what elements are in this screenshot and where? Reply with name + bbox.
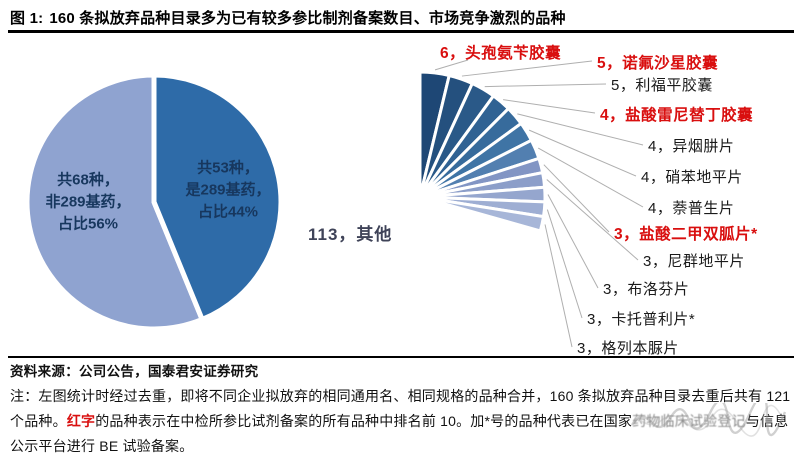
leader-line	[461, 60, 593, 77]
slice-label-8: 3，盐酸二甲双胍片*	[614, 226, 758, 243]
footnote-part3: 与信息公示平台进行 BE 试验备案。	[10, 413, 789, 454]
slice-label-11: 3，卡托普利片*	[587, 311, 696, 328]
leader-line	[543, 164, 610, 233]
leader-line	[503, 99, 596, 114]
figure-title-text: 160 条拟放弃品种目录多为已有较多参比制剂备案数目、市场竞争激烈的品种	[49, 10, 566, 27]
slice-label-10: 3，布洛芬片	[603, 281, 690, 298]
slice-label-1: 6，头孢氨苄胶囊	[440, 45, 562, 62]
leader-line	[484, 83, 607, 88]
left-pie-label-289: 共53种， 是289基药， 占比44%	[185, 159, 271, 220]
figure-number: 图 1:	[10, 10, 44, 27]
leader-line	[517, 113, 644, 146]
footnote-part2: 的品种表示在中检所参比试剂备案的所有品种中排名前 10。加*号的品种代表已在国家	[95, 413, 633, 429]
left-pie-slice-289	[151, 72, 284, 323]
right-pie-other-label: 113，其他	[308, 225, 393, 244]
footnote: 注：左图统计时经过去重，即将不同企业拟放弃的相同通用名、相同规格的品种合并，16…	[10, 384, 796, 459]
footnote-part1: 注：左图统计时经过去重，即将不同企业拟放弃的相同通用名、相同规格的品种合并，16…	[10, 388, 791, 429]
leader-line	[547, 194, 599, 289]
leader-line	[546, 209, 583, 319]
left-pie-label-non289: 共68种， 非289基药， 占比56%	[45, 171, 131, 232]
left-pie-slice-non289	[24, 72, 206, 332]
leader-line	[546, 179, 639, 261]
slice-label-6: 4，硝苯地平片	[641, 169, 743, 186]
footer-rule	[8, 356, 794, 358]
footnote-obscured-text: 药物临床试验登记	[632, 413, 746, 429]
figure-title: 图 1: 160 条拟放弃品种目录多为已有较多参比制剂备案数目、市场竞争激烈的品种	[10, 7, 794, 28]
leader-line	[544, 224, 573, 348]
slice-label-12: 3，格列本脲片	[577, 340, 679, 357]
footnote-red-word: 红字	[66, 413, 96, 429]
right-pie-slice-12	[419, 195, 546, 233]
slice-label-3: 5，利福平胶囊	[611, 77, 713, 94]
leader-line	[528, 129, 637, 177]
leader-line	[538, 147, 644, 208]
slice-label-4: 4，盐酸雷尼替丁胶囊	[600, 107, 754, 124]
slice-label-5: 4，异烟肼片	[648, 138, 735, 155]
source-line: 资料来源：公司公告，国泰君安证券研究	[10, 364, 259, 379]
title-underline	[8, 30, 794, 33]
slice-label-9: 3，尼群地平片	[643, 253, 745, 270]
slice-label-7: 4，萘普生片	[648, 200, 735, 217]
leader-line	[434, 59, 469, 71]
slice-label-2: 5，诺氟沙星胶囊	[597, 55, 719, 72]
